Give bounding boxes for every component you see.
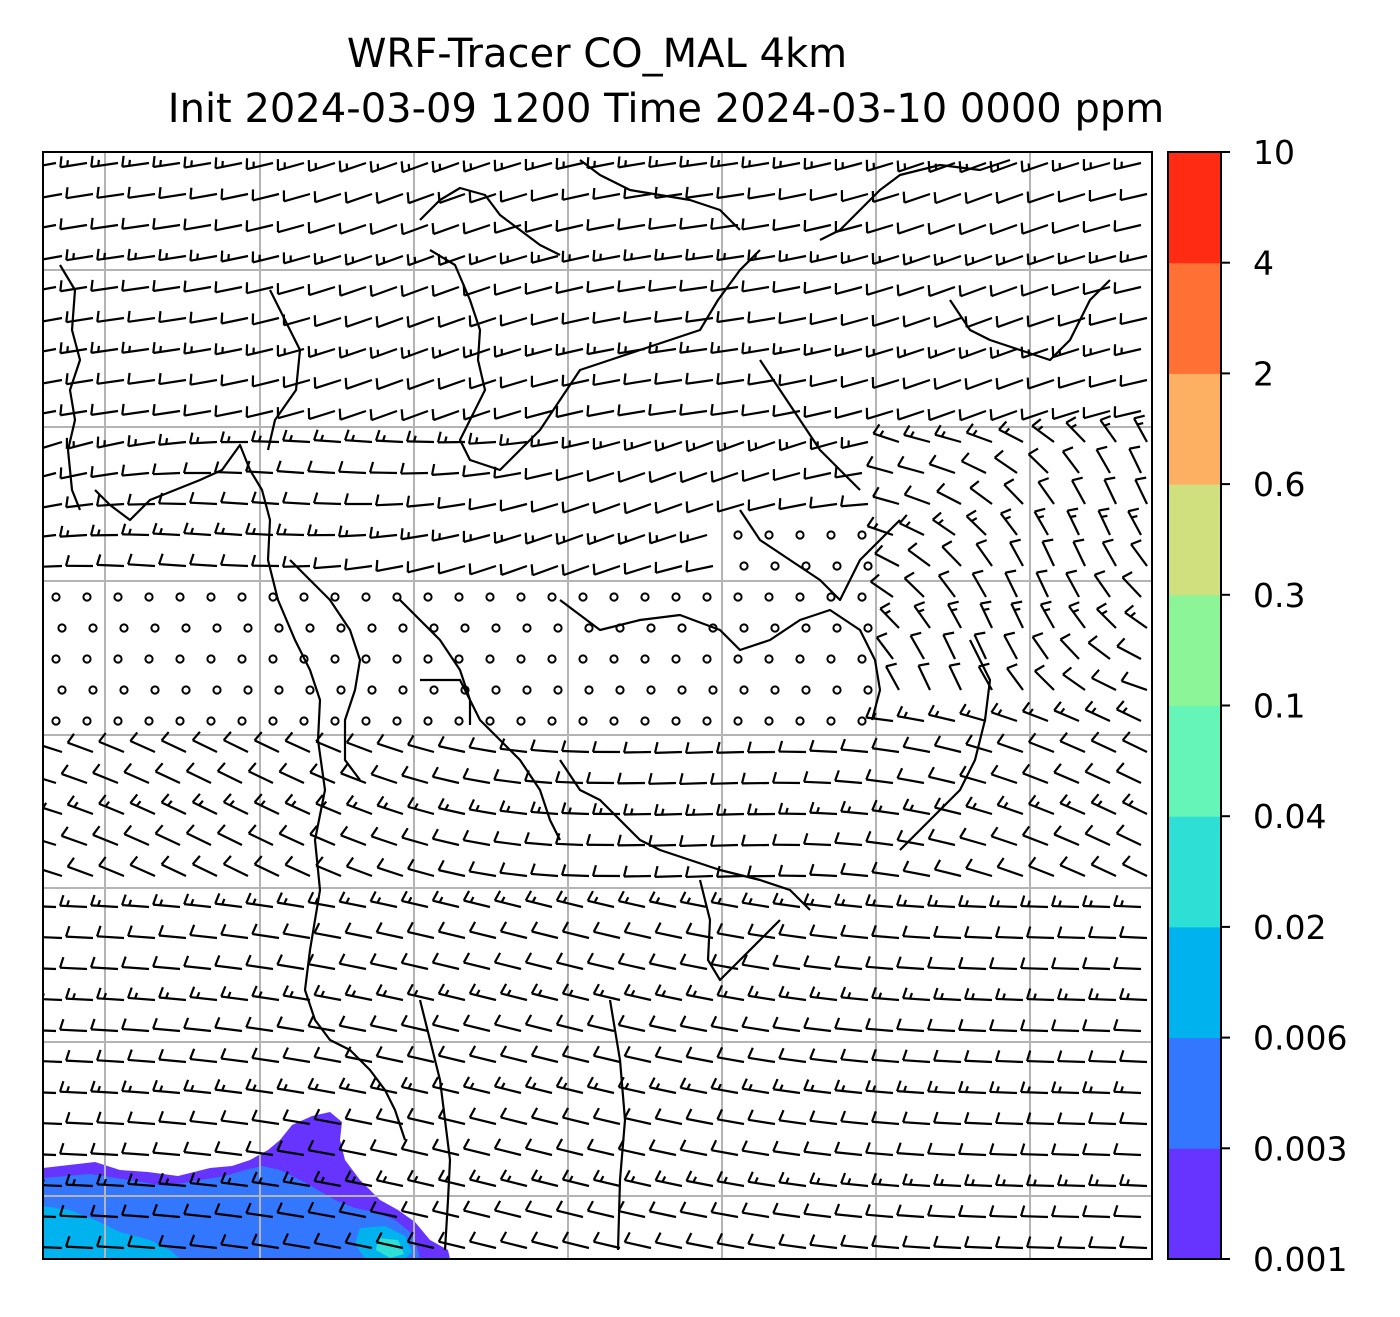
colorbar-label-6: 0.3 [1253, 576, 1305, 615]
colorbar-label-2: 0.006 [1253, 1019, 1347, 1058]
colorbar-segment-5 [1168, 595, 1221, 706]
colorbar-label-8: 2 [1253, 354, 1274, 393]
colorbar-label-9: 4 [1253, 244, 1274, 283]
colorbar-segment-4 [1168, 706, 1221, 817]
colorbar-segment-1 [1168, 1038, 1221, 1149]
colorbar-label-7: 0.6 [1253, 465, 1305, 504]
colorbar-label-1: 0.003 [1253, 1129, 1347, 1168]
colorbar-segment-9 [1168, 152, 1221, 263]
colorbar-label-5: 0.1 [1253, 687, 1305, 726]
map-panel [29, 152, 1152, 1259]
colorbar-segment-0 [1168, 1148, 1221, 1259]
colorbar: 0.001 0.003 0.006 0.02 0.04 0.1 0.3 0.6 2 4 10 [1168, 133, 1347, 1279]
colorbar-segment-7 [1168, 373, 1221, 484]
colorbar-segment-3 [1168, 816, 1221, 927]
colorbar-segments [1168, 152, 1221, 1260]
chart-title-line1: WRF-Tracer CO_MAL 4km [347, 31, 847, 77]
colorbar-segment-6 [1168, 484, 1221, 595]
colorbar-label-10: 10 [1253, 133, 1295, 172]
chart-title-line2: Init 2024-03-09 1200 Time 2024-03-10 000… [168, 86, 1164, 132]
colorbar-label-4: 0.04 [1253, 797, 1326, 836]
colorbar-label-0: 0.001 [1253, 1240, 1347, 1279]
colorbar-label-3: 0.02 [1253, 908, 1326, 947]
colorbar-ticks: 0.001 0.003 0.006 0.02 0.04 0.1 0.3 0.6 2 4 10 [1221, 133, 1347, 1279]
colorbar-segment-2 [1168, 927, 1221, 1038]
colorbar-segment-8 [1168, 263, 1221, 374]
